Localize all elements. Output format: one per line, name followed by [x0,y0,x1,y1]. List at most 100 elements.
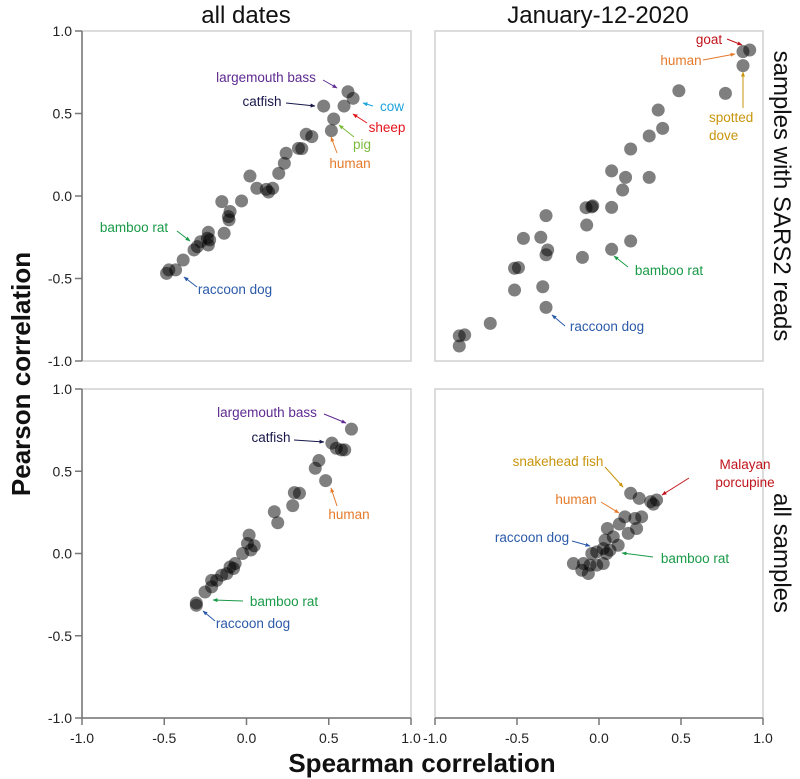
data-point [295,142,309,156]
annotation-label: human [555,492,596,507]
data-point [605,164,619,178]
data-point [217,226,231,240]
annotation-arrow [362,102,374,107]
annotation-arrow [293,439,325,444]
data-point [585,200,599,214]
y-tick-label: 1.0 [53,23,73,39]
y-tick-label: -0.5 [48,271,72,287]
data-point [539,248,553,262]
data-point [632,491,646,505]
row-label-all-samples: all samples [768,493,795,613]
annotation-arrow [338,124,355,138]
data-point [271,516,285,530]
annotation-label: raccoon dog [198,282,272,297]
data-point [346,91,360,105]
data-point [277,156,291,170]
annotation-arrow [202,610,216,622]
data-point [511,261,525,275]
data-point [656,121,670,135]
data-point [458,328,472,342]
data-point [308,461,322,475]
annotation-arrow [551,314,566,327]
annotation-label: snakehead fish [513,454,604,469]
annotation-arrow [661,477,690,496]
annotation-label: raccoon dog [570,319,644,334]
data-point [539,300,553,314]
annotation-label: bamboo rat [661,551,730,566]
data-point [621,526,635,540]
data-point [508,283,522,297]
data-point [646,497,660,511]
x-tick-label: 1.0 [753,730,773,746]
annotation-arrow [621,551,654,558]
x-tick-label: -1.0 [423,730,447,746]
annotation-arrow [702,52,736,61]
y-tick-label: 1.0 [53,381,73,397]
annotation-label: dove [709,128,738,143]
annotation-label: catfish [251,430,290,445]
x-tick-label: -0.5 [152,730,176,746]
y-tick-label: 0.5 [53,106,73,122]
annotation-label: catfish [242,94,281,109]
data-point [534,230,548,244]
annotation-arrow [604,466,624,488]
y-tick-label: -0.5 [48,628,72,644]
row-label-sars2: samples with SARS2 reads [768,51,795,342]
annotation-arrow [176,230,191,242]
data-point [189,598,203,612]
x-tick-label: 0.0 [237,730,257,746]
data-point [736,59,750,73]
data-point [575,250,589,264]
panel-bottom-left: -1.0 -0.5 0.0 0.5 1.0 -1.0 -0.5 0.0 0.5 1.0 largem… [48,381,421,746]
panel-top-right: goat human spotted dove bamboo rat raccoon do… [434,30,764,362]
data-point [160,266,174,280]
data-point [222,213,236,227]
data-point [605,242,619,256]
data-point [616,183,630,197]
data-point [215,195,229,209]
annotation-label: cow [380,99,404,114]
y-axis-label: Pearson correlation [6,252,36,496]
data-point [319,474,333,488]
data-point [743,43,757,57]
data-point [187,243,201,257]
data-point [176,253,190,267]
annotation-label: raccoon dog [495,530,569,545]
title-all-dates: all dates [201,2,290,29]
data-point [718,86,732,100]
annotation-label: human [329,156,370,171]
annotation-arrow [323,413,347,424]
data-point [292,486,306,500]
data-point [243,169,257,183]
annotation-label: Malayan [719,457,770,472]
annotation-label: bamboo rat [100,220,169,235]
data-point [483,316,497,330]
data-point [651,103,665,117]
data-point [619,170,633,184]
annotation-label: bamboo rat [250,594,319,609]
annotation-arrow [613,255,629,268]
annotation-arrow [600,501,620,514]
annotation-label: goat [696,32,723,47]
y-tick-label: -1.0 [48,353,72,369]
data-point [585,547,599,560]
x-tick-label: 0.0 [589,730,609,746]
annotation-arrow [212,598,244,603]
annotation-label: pig [353,137,371,152]
x-tick-label: -0.5 [505,730,529,746]
data-point [536,280,550,294]
annotation-label: raccoon dog [216,616,290,631]
panel-frame [434,30,764,362]
data-point [324,124,338,138]
data-point [279,146,293,160]
data-point [612,517,626,531]
data-point [516,231,530,245]
x-tick-label: 1.0 [401,730,421,746]
y-tick-label: 0.5 [53,463,73,479]
x-tick-label: -1.0 [70,730,94,746]
data-point [452,339,466,353]
annotation-label: sheep [369,120,406,135]
annotation-label: spotted [709,110,753,125]
data-point [539,209,553,223]
annotation-label: largemouth bass [217,405,317,420]
